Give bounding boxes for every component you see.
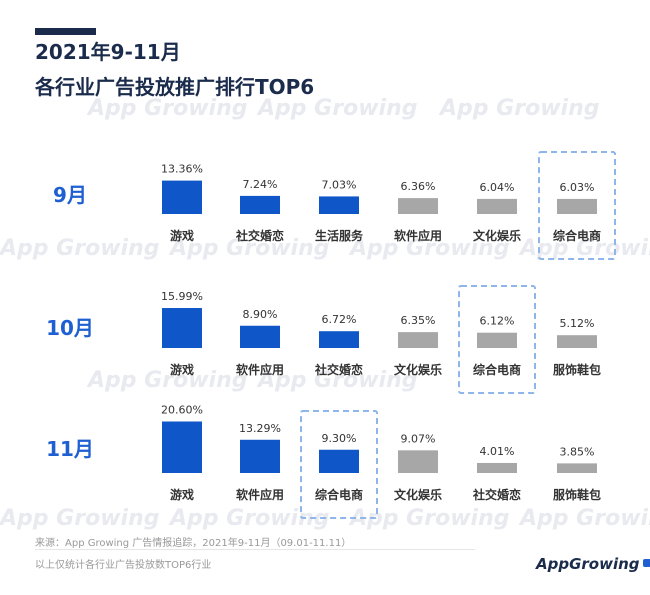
footer-source: 来源：App Growing 广告情报追踪，2021年9-11月（09.01-1…	[35, 538, 352, 549]
category-label: 社交婚恋	[314, 362, 363, 377]
bar	[477, 332, 517, 348]
logo-text: AppGrowing	[536, 555, 640, 573]
value-label: 9.07%	[401, 432, 436, 445]
logo-mark-icon	[642, 559, 650, 567]
value-label: 6.04%	[480, 181, 515, 194]
bar	[398, 332, 438, 348]
bar	[162, 421, 202, 473]
watermark: App Growing	[170, 236, 330, 261]
value-label: 4.01%	[480, 445, 515, 458]
category-label: 软件应用	[236, 362, 284, 377]
highlight-dashed-box	[538, 151, 616, 260]
category-label: 综合电商	[473, 362, 521, 377]
category-label: 服饰鞋包	[553, 362, 601, 377]
bar	[319, 449, 359, 473]
watermark: App Growing	[440, 96, 600, 121]
watermark: App Growing	[350, 506, 510, 531]
value-label: 9.30%	[322, 432, 357, 445]
watermark: App Growing	[0, 506, 160, 531]
value-label: 6.03%	[560, 181, 595, 194]
bar	[477, 462, 517, 473]
footer-divider	[35, 549, 475, 550]
category-label: 文化娱乐	[394, 487, 442, 502]
bar	[240, 195, 280, 214]
category-label: 社交婚恋	[235, 228, 284, 243]
bar	[162, 180, 202, 214]
page-title-line2: 各行业广告投放推广排行TOP6	[35, 75, 315, 99]
watermark: App Growing	[520, 506, 650, 531]
watermark: App Growing	[520, 236, 650, 261]
app-growing-logo: AppGrowing	[536, 555, 650, 573]
watermark: App Growing	[88, 96, 248, 121]
bar	[398, 198, 438, 214]
watermark: App Growing	[0, 236, 160, 261]
category-label: 生活服务	[315, 228, 364, 243]
bar	[240, 325, 280, 348]
category-label: 社交婚恋	[472, 487, 521, 502]
category-label: 综合电商	[553, 228, 601, 243]
watermark: App Growing	[88, 368, 248, 393]
watermark: App Growing	[350, 236, 510, 261]
highlight-dashed-box	[300, 410, 378, 519]
row-label: 11月	[46, 437, 94, 461]
bar	[398, 450, 438, 473]
bar	[557, 335, 597, 348]
category-label: 综合电商	[315, 487, 363, 502]
value-label: 8.90%	[243, 308, 278, 321]
category-label: 文化娱乐	[473, 228, 521, 243]
bar	[319, 331, 359, 348]
value-label: 6.36%	[401, 180, 436, 193]
value-label: 7.24%	[243, 178, 278, 191]
value-label: 13.36%	[161, 163, 203, 176]
page-title-line1: 2021年9-11月	[35, 40, 181, 64]
bar	[557, 198, 597, 214]
category-label: 游戏	[170, 487, 194, 502]
category-label: 文化娱乐	[394, 362, 442, 377]
category-label: 游戏	[170, 362, 194, 377]
watermark: App Growing	[170, 506, 330, 531]
watermark: App Growing	[258, 96, 418, 121]
row-label: 9月	[53, 183, 87, 207]
category-label: 软件应用	[236, 487, 284, 502]
bar	[477, 198, 517, 214]
highlight-dashed-box	[458, 285, 536, 394]
footer-note: 以上仅统计各行业广告投放数TOP6行业	[35, 560, 212, 571]
value-label: 3.85%	[560, 445, 595, 458]
value-label: 15.99%	[161, 290, 203, 303]
bar	[557, 463, 597, 473]
value-label: 20.60%	[161, 404, 203, 417]
title-accent-bar	[35, 28, 96, 35]
bar	[319, 196, 359, 214]
value-label: 5.12%	[560, 317, 595, 330]
value-label: 6.12%	[480, 315, 515, 328]
value-label: 7.03%	[322, 178, 357, 191]
value-label: 6.35%	[401, 314, 436, 327]
value-label: 13.29%	[239, 422, 281, 435]
bar	[162, 308, 202, 348]
row-label: 10月	[46, 316, 94, 340]
bar	[240, 439, 280, 473]
category-label: 游戏	[170, 228, 194, 243]
category-label: 服饰鞋包	[553, 487, 601, 502]
watermark: App Growing	[258, 368, 418, 393]
value-label: 6.72%	[322, 313, 357, 326]
category-label: 软件应用	[394, 228, 442, 243]
